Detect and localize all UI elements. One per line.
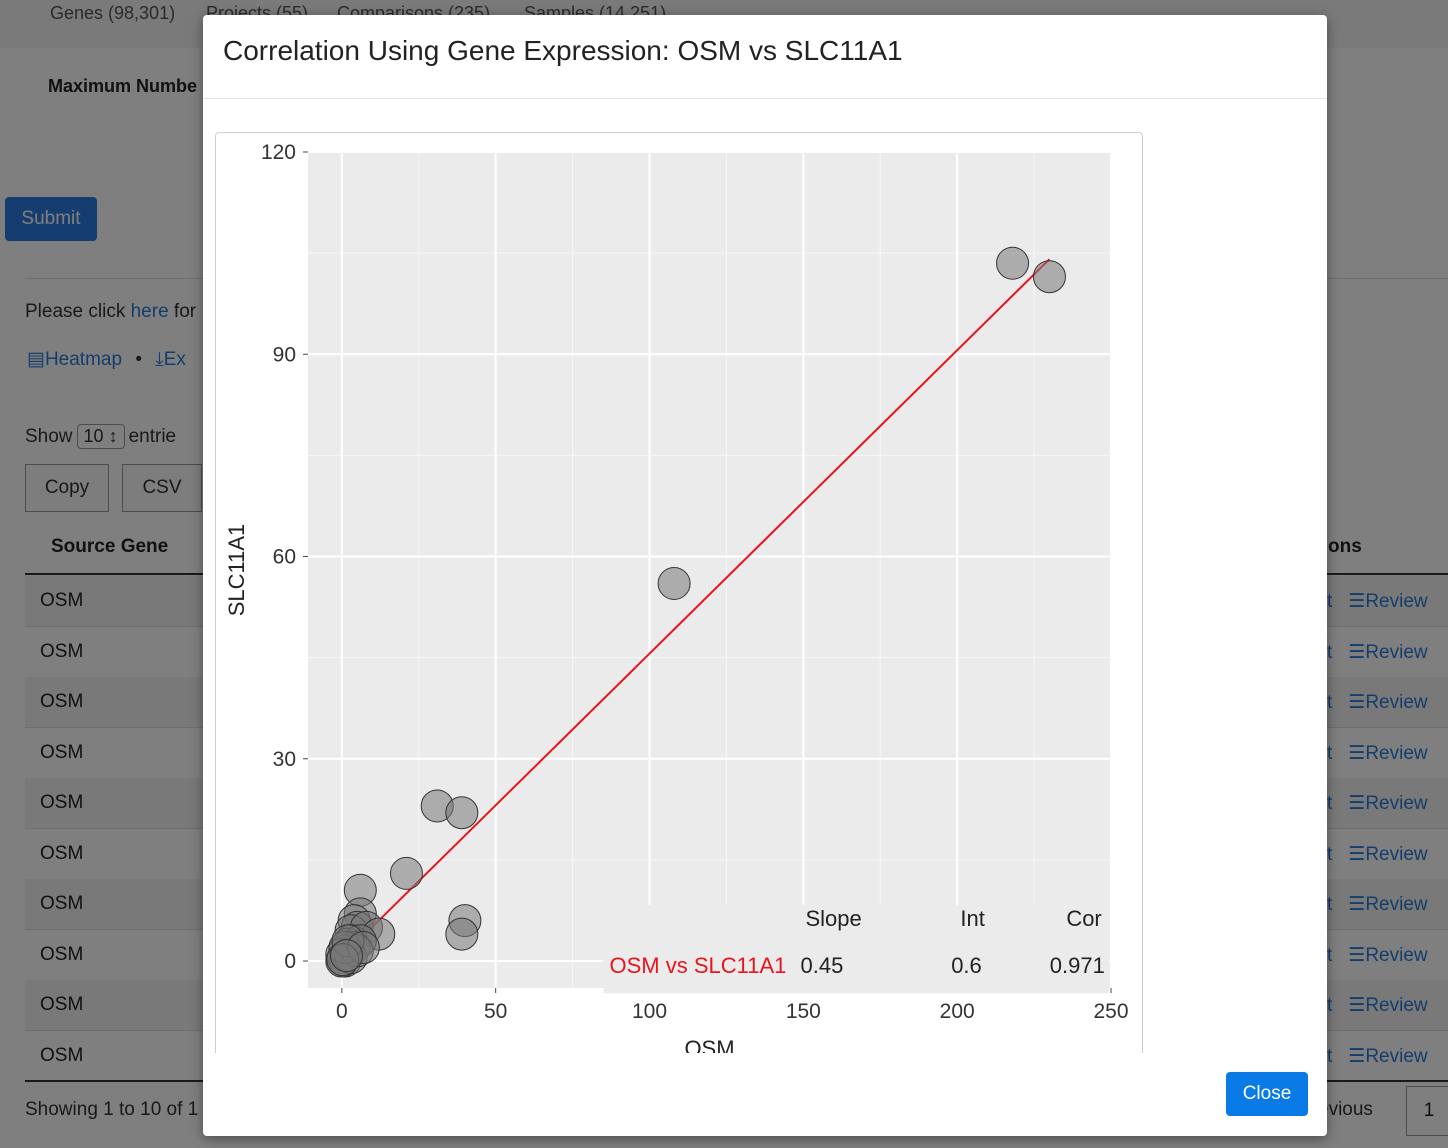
data-point[interactable] <box>389 856 423 890</box>
correlation-modal: Correlation Using Gene Expression: OSM v… <box>203 15 1327 1136</box>
modal-title: Correlation Using Gene Expression: OSM v… <box>223 35 903 66</box>
y-tick-label: 30 <box>273 748 296 771</box>
x-tick-label: 150 <box>786 1000 821 1023</box>
plot-container: 0 50 100 150 200 250 0 30 60 90 120 Slope Int Cor OSM … <box>215 132 1143 1053</box>
scatter-plot: 0 50 100 150 200 250 0 30 60 90 120 Slope Int Cor OSM … <box>224 141 1129 1053</box>
x-tick-label: 50 <box>484 1000 507 1023</box>
y-tick-label: 60 <box>273 546 296 569</box>
data-point[interactable] <box>996 246 1030 280</box>
close-button[interactable]: Close <box>1226 1072 1308 1116</box>
x-axis-title: OSM <box>684 1036 734 1053</box>
data-point[interactable] <box>657 566 691 600</box>
x-tick-label: 100 <box>632 1000 667 1023</box>
stats-header: Slope <box>806 906 862 931</box>
y-tick-label: 0 <box>284 950 296 973</box>
data-point[interactable] <box>1032 260 1066 294</box>
stats-header: Int <box>960 906 984 931</box>
modal-divider <box>203 98 1327 99</box>
x-tick-label: 250 <box>1093 1000 1128 1023</box>
stats-header: Cor <box>1066 906 1101 931</box>
plot-panel <box>308 152 1111 988</box>
regression-line <box>341 258 1051 958</box>
data-point[interactable] <box>329 939 363 973</box>
data-point[interactable] <box>445 796 479 830</box>
y-axis-title: SLC11A1 <box>224 524 249 617</box>
stats-value: 0.6 <box>951 953 982 978</box>
stats-box <box>603 905 1109 994</box>
y-tick-label: 120 <box>261 141 296 164</box>
x-tick-label: 0 <box>336 1000 348 1023</box>
data-point[interactable] <box>445 917 479 951</box>
stats-series-label: OSM vs SLC11A1 <box>610 953 787 978</box>
stats-value: 0.971 <box>1050 953 1105 978</box>
y-tick-label: 90 <box>273 343 296 366</box>
x-tick-label: 200 <box>940 1000 975 1023</box>
stats-value: 0.45 <box>801 953 844 978</box>
